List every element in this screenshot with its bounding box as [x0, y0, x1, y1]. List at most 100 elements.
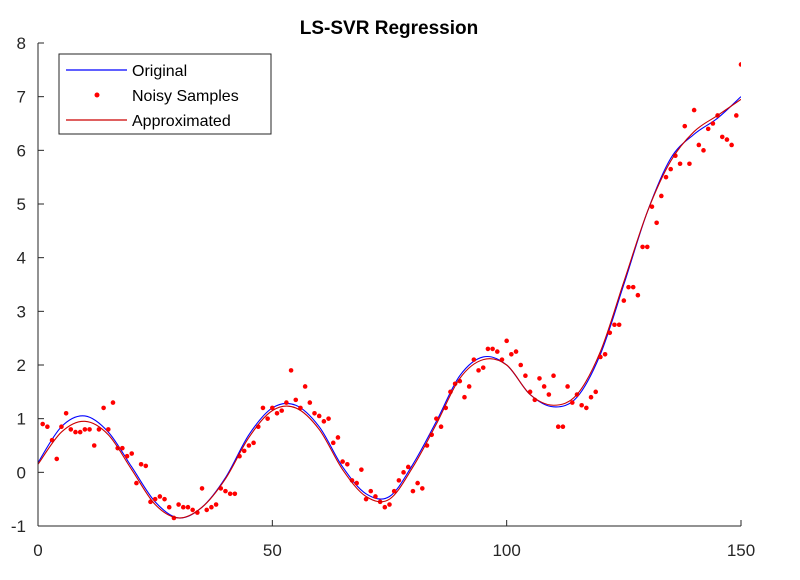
sample-point: [180, 504, 186, 510]
series-line-approximated: [38, 98, 741, 519]
sample-point: [106, 427, 111, 432]
sample-point: [162, 496, 167, 502]
sample-point: [410, 488, 416, 494]
sample-point: [612, 322, 617, 328]
sample-point: [124, 453, 130, 459]
sample-point: [691, 107, 697, 113]
sample-point: [644, 244, 650, 250]
sample-point: [213, 502, 219, 507]
sample-point: [635, 292, 641, 298]
sample-point: [204, 507, 210, 513]
sample-point: [87, 427, 92, 432]
sample-point: [513, 349, 519, 354]
sample-point: [302, 384, 308, 389]
sample-point: [710, 121, 716, 126]
sample-point: [307, 400, 313, 405]
sample-point: [434, 416, 439, 421]
y-tick-label: 2: [17, 356, 26, 375]
sample-point: [687, 161, 692, 167]
sample-point: [438, 424, 444, 430]
sample-point: [541, 384, 547, 389]
legend-label: Original: [132, 63, 187, 80]
sample-point: [260, 405, 266, 411]
sample-point: [630, 284, 636, 290]
sample-point: [659, 193, 664, 199]
sample-point: [68, 427, 74, 432]
sample-point: [330, 440, 336, 446]
sample-point: [621, 298, 627, 303]
series-line-original: [38, 96, 741, 519]
sample-point: [523, 373, 528, 379]
y-tick-label: 8: [17, 34, 26, 53]
sample-point: [588, 394, 594, 400]
sample-point: [494, 349, 500, 354]
sample-point: [677, 161, 683, 167]
sample-point: [579, 402, 584, 408]
sample-point: [363, 496, 369, 502]
sample-point: [724, 137, 730, 142]
sample-point: [232, 491, 238, 497]
sample-point: [499, 357, 505, 362]
sample-point: [373, 494, 378, 499]
sample-point: [490, 346, 495, 352]
sample-point: [270, 405, 275, 411]
sample-point: [166, 504, 172, 510]
sample-point: [209, 504, 214, 510]
sample-point: [96, 427, 102, 432]
sample-point: [420, 486, 425, 491]
axes: -1 0 1 2 3 4 5 6 7 8 0 50 100 150: [11, 34, 755, 560]
legend-swatch-dot: [94, 92, 100, 98]
plot-area: [38, 62, 741, 521]
sample-point: [696, 142, 702, 148]
y-tick-label: 3: [17, 302, 26, 321]
sample-point: [241, 448, 247, 454]
sample-point: [152, 496, 158, 502]
sample-point: [59, 424, 64, 430]
sample-point: [668, 166, 673, 172]
sample-point: [63, 411, 69, 416]
sample-point: [598, 354, 603, 360]
sample-point: [312, 411, 317, 416]
sample-point: [284, 400, 289, 405]
sample-point: [640, 244, 645, 250]
sample-point: [584, 405, 589, 411]
sample-point: [480, 365, 486, 370]
sample-point: [368, 488, 374, 494]
legend-label: Noisy Samples: [132, 88, 239, 105]
sample-point: [391, 488, 397, 494]
legend: Original Noisy Samples Approximated: [58, 53, 272, 135]
sample-point: [401, 470, 406, 475]
sample-point: [551, 373, 556, 379]
sample-point: [143, 463, 149, 469]
sample-point: [738, 62, 741, 67]
sample-point: [82, 427, 88, 432]
sample-point: [405, 464, 411, 470]
sample-point: [471, 357, 477, 362]
sample-point: [129, 451, 135, 456]
sample-point: [359, 467, 364, 472]
y-tick-label: -1: [11, 517, 26, 536]
x-tick-label: 100: [492, 541, 520, 560]
sample-point: [326, 416, 331, 421]
sample-point: [729, 142, 734, 148]
sample-point: [279, 408, 285, 413]
sample-point: [602, 351, 608, 357]
sample-point: [705, 126, 711, 132]
sample-point: [626, 284, 631, 290]
sample-point: [701, 148, 706, 153]
sample-point: [251, 440, 256, 446]
sample-point: [223, 488, 228, 494]
sample-point: [134, 480, 139, 486]
y-tick-label: 7: [17, 88, 26, 107]
sample-point: [101, 405, 106, 411]
sample-point: [485, 346, 491, 352]
sample-point: [663, 174, 669, 180]
sample-point: [77, 429, 83, 435]
chart-title: LS-SVR Regression: [300, 18, 478, 39]
sample-point: [734, 113, 739, 118]
sample-point: [607, 330, 613, 336]
sample-point: [565, 384, 570, 389]
sample-point: [537, 376, 542, 381]
sample-point: [518, 362, 524, 368]
sample-point: [462, 394, 467, 400]
